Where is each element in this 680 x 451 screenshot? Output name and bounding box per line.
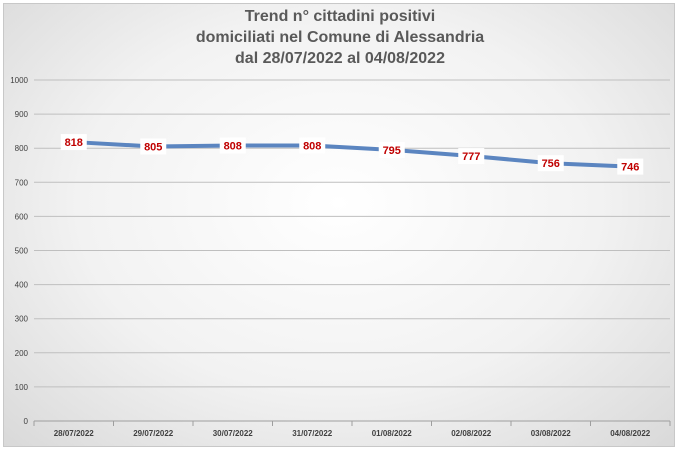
data-label-box (60, 134, 87, 151)
x-tick-label: 29/07/2022 (133, 429, 174, 438)
x-tick-label: 30/07/2022 (213, 429, 254, 438)
x-tick-label: 02/08/2022 (451, 429, 492, 438)
y-tick-label: 800 (15, 144, 29, 153)
x-tick-label: 28/07/2022 (54, 429, 95, 438)
data-label: 746 (621, 162, 639, 174)
data-label: 756 (542, 158, 560, 170)
x-tick-label: 31/07/2022 (292, 429, 333, 438)
data-label: 808 (303, 140, 321, 152)
data-label: 818 (65, 137, 83, 149)
x-tick-label: 01/08/2022 (372, 429, 413, 438)
y-tick-label: 200 (15, 349, 29, 358)
y-tick-label: 300 (15, 315, 29, 324)
y-tick-label: 1000 (10, 76, 28, 85)
data-label: 777 (462, 151, 480, 163)
chart-frame (3, 3, 675, 447)
y-tick-label: 0 (24, 417, 29, 426)
data-label-box (537, 155, 564, 172)
data-label-box (140, 138, 167, 155)
series-line (71, 140, 633, 169)
data-label-box (219, 137, 246, 154)
data-label: 795 (383, 145, 401, 157)
data-label-box (617, 158, 644, 175)
chart-title-line-3: dal 28/07/2022 al 04/08/2022 (235, 50, 445, 67)
y-tick-label: 500 (15, 247, 29, 256)
data-label-box (458, 148, 485, 165)
x-tick-label: 04/08/2022 (610, 429, 651, 438)
y-tick-label: 600 (15, 212, 29, 221)
y-tick-label: 700 (15, 178, 29, 187)
x-tick-label: 03/08/2022 (531, 429, 572, 438)
y-tick-label: 100 (15, 383, 29, 392)
y-tick-label: 400 (15, 281, 29, 290)
data-label: 805 (144, 141, 162, 153)
data-label-box (299, 137, 326, 154)
data-label: 808 (224, 140, 242, 152)
chart-title-line-2: domiciliati nel Comune di Alessandria (195, 29, 485, 46)
y-tick-label: 900 (15, 110, 29, 119)
data-label-box (378, 141, 405, 158)
chart-title-line-1: Trend n° cittadini positivi (244, 8, 436, 25)
